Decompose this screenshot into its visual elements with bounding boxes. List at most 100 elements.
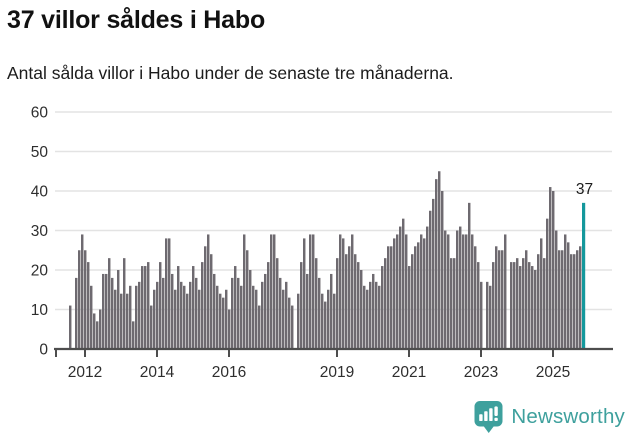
bar	[411, 254, 414, 349]
bar	[135, 285, 138, 349]
bar	[330, 273, 333, 349]
bar	[405, 234, 408, 349]
bar	[207, 234, 210, 349]
bar	[486, 281, 489, 349]
x-axis-label: 2023	[464, 364, 498, 381]
bar	[564, 234, 567, 349]
bar	[444, 230, 447, 349]
bar	[306, 273, 309, 349]
bar	[510, 262, 513, 349]
bar	[99, 309, 102, 349]
bar	[303, 238, 306, 349]
bar	[198, 289, 201, 349]
bar	[246, 250, 249, 349]
y-axis-label: 0	[39, 342, 48, 359]
bar	[522, 258, 525, 349]
bar	[474, 246, 477, 349]
bar	[456, 230, 459, 349]
bar	[312, 234, 315, 349]
bar	[321, 293, 324, 349]
bar	[222, 297, 225, 349]
bar	[561, 250, 564, 349]
newsworthy-logo-text: Newsworthy	[511, 405, 625, 428]
bar	[171, 273, 174, 349]
bar	[570, 254, 573, 349]
bar	[528, 262, 531, 349]
bar	[192, 266, 195, 349]
bar	[501, 250, 504, 349]
bar	[309, 234, 312, 349]
bar	[156, 281, 159, 349]
bar	[396, 234, 399, 349]
bar	[495, 246, 498, 349]
bar	[168, 238, 171, 349]
bar	[141, 266, 144, 349]
bar	[219, 293, 222, 349]
bar	[96, 321, 99, 349]
bar	[567, 242, 570, 349]
bar	[363, 285, 366, 349]
bar	[468, 202, 471, 349]
bar	[555, 230, 558, 349]
bar	[450, 258, 453, 349]
bar	[417, 242, 420, 349]
bar	[459, 226, 462, 349]
bar	[282, 289, 285, 349]
bar	[297, 293, 300, 349]
bar	[516, 258, 519, 349]
bar	[120, 293, 123, 349]
bar	[489, 285, 492, 349]
bar	[357, 262, 360, 349]
bar	[579, 246, 582, 349]
bar	[549, 187, 552, 349]
bar	[264, 273, 267, 349]
bar	[255, 289, 258, 349]
bar	[399, 226, 402, 349]
bar	[504, 234, 507, 349]
bar	[150, 305, 153, 349]
bar	[243, 234, 246, 349]
bar	[462, 234, 465, 349]
bar	[174, 289, 177, 349]
bar	[576, 250, 579, 349]
bar	[144, 266, 147, 349]
bar	[69, 305, 72, 349]
bar	[270, 234, 273, 349]
bar	[543, 258, 546, 349]
newsworthy-logo-icon	[474, 401, 503, 433]
bar	[540, 238, 543, 349]
bar	[285, 281, 288, 349]
bar	[195, 277, 198, 349]
bar	[165, 238, 168, 349]
bar	[210, 254, 213, 349]
bar	[360, 270, 363, 349]
bar	[180, 281, 183, 349]
bar	[189, 281, 192, 349]
bar	[537, 254, 540, 349]
bar	[534, 270, 537, 349]
bar	[324, 301, 327, 349]
bar	[402, 218, 405, 349]
bar	[78, 250, 81, 349]
bar	[102, 273, 105, 349]
bar	[480, 281, 483, 349]
bar	[162, 277, 165, 349]
bar	[216, 285, 219, 349]
bar	[348, 246, 351, 349]
bar	[558, 250, 561, 349]
bar	[159, 262, 162, 349]
bar	[213, 273, 216, 349]
bar	[279, 277, 282, 349]
y-axis-label: 50	[31, 144, 49, 161]
bar	[531, 266, 534, 349]
bar	[252, 285, 255, 349]
bar	[477, 262, 480, 349]
bar	[111, 277, 114, 349]
bar	[186, 293, 189, 349]
y-axis-label: 10	[31, 302, 49, 319]
bar	[432, 198, 435, 349]
bar	[132, 321, 135, 349]
bar	[117, 270, 120, 349]
bar	[126, 293, 129, 349]
